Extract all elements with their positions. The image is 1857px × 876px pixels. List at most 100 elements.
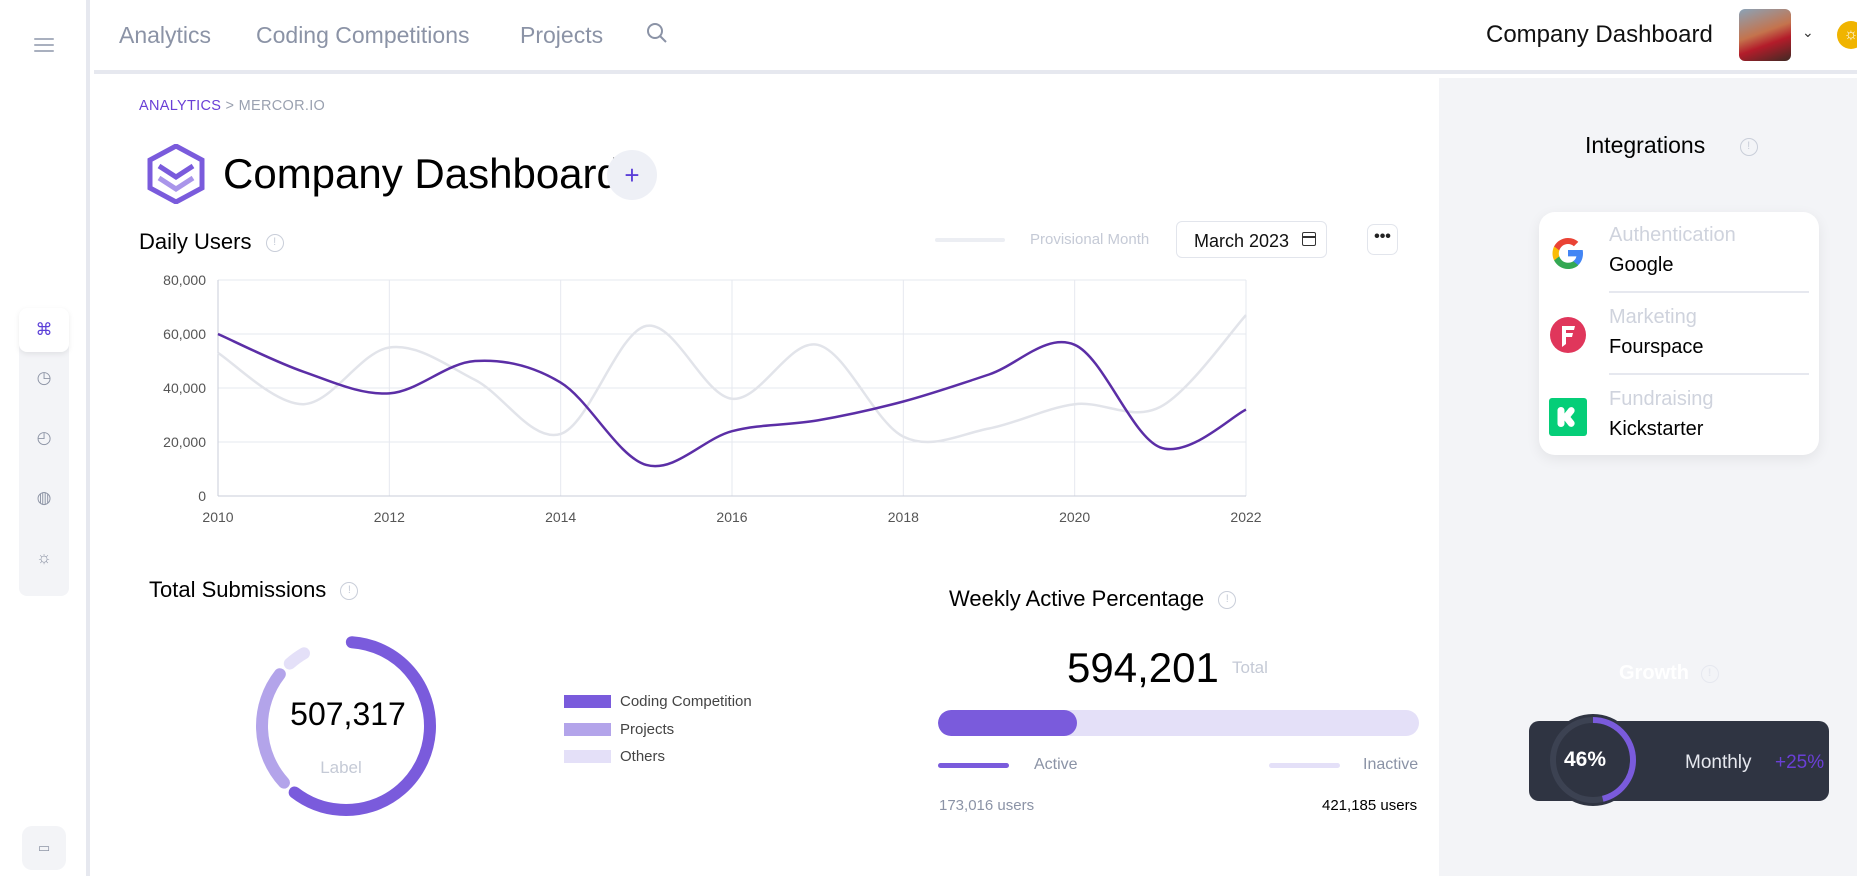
header-title: Company Dashboard (1486, 21, 1713, 48)
growth-ring-chart (1547, 714, 1639, 806)
weekly-total-label: Total (1232, 658, 1268, 677)
y-tick-label: 40,000 (163, 380, 206, 396)
info-icon[interactable]: ! (1700, 664, 1719, 683)
info-icon[interactable]: ! (340, 582, 359, 601)
total-submissions-title-text: Total Submissions (149, 577, 327, 602)
rail-nav-group: ⌘ ◷ ◴ ◍ ☼ (19, 308, 69, 596)
y-tick-label: 60,000 (163, 326, 206, 342)
weekly-active-title: Weekly Active Percentage ! (949, 586, 1237, 612)
calendar-icon (1302, 232, 1316, 246)
legend-label: Projects (620, 720, 675, 738)
info-icon[interactable]: ! (1218, 591, 1237, 610)
kickstarter-icon (1549, 398, 1587, 436)
submissions-donut-chart (256, 636, 436, 816)
provisional-legend-label: Provisional Month (1030, 231, 1150, 248)
active-progress-bar (938, 710, 1419, 736)
command-icon[interactable]: ⌘ (19, 308, 69, 352)
legend-label: Others (620, 748, 666, 766)
daily-users-line-chart: 0 20,000 40,000 60,000 80,000 2010 2012 2014 201… (163, 272, 1262, 525)
history-icon[interactable]: ◴ (36, 428, 52, 447)
add-button[interactable]: + (607, 150, 657, 200)
breadcrumb-page: MERCOR.IO (238, 98, 326, 114)
active-users-count: 173,016 users (939, 797, 1035, 814)
legend-label: Coding Competition (620, 693, 752, 711)
settings-sun-icon[interactable]: ☼ (36, 548, 52, 567)
avatar[interactable] (1739, 9, 1791, 61)
info-icon[interactable]: ! (1739, 137, 1758, 156)
integration-item-google[interactable]: Authentication Google (1539, 212, 1819, 294)
x-tick-label: 2016 (716, 509, 747, 525)
active-progress-fill (938, 710, 1078, 736)
left-rail: ⌘ ◷ ◴ ◍ ☼ ▭ (0, 0, 90, 876)
donut-segment (256, 636, 436, 816)
weekly-active-title-text: Weekly Active Percentage (949, 586, 1205, 611)
x-tick-label: 2018 (888, 509, 919, 525)
inactive-key-label: Inactive (1363, 756, 1419, 773)
top-nav-bar: Analytics Coding Competitions Projects C… (94, 0, 1857, 74)
active-key-label: Active (1034, 756, 1078, 773)
month-picker-value: March 2023 (1194, 231, 1290, 251)
theme-toggle-sun-icon[interactable]: ☼ (1837, 21, 1857, 49)
clock-icon[interactable]: ◷ (36, 368, 52, 387)
y-tick-label: 0 (198, 488, 206, 504)
x-tick-label: 2022 (1230, 509, 1261, 525)
more-options-button[interactable]: ••• (1367, 224, 1398, 255)
active-key-swatch (938, 763, 1009, 768)
page-title: Company Dashboard (223, 150, 620, 197)
breadcrumb-separator: > (221, 98, 239, 114)
total-submissions-title: Total Submissions ! (149, 577, 359, 603)
integrations-title-text: Integrations (1585, 132, 1706, 158)
integration-category: Marketing (1609, 306, 1697, 328)
growth-title-text: Growth (1619, 662, 1689, 684)
foursquare-icon (1550, 317, 1586, 353)
growth-period: Monthly (1685, 752, 1752, 773)
submissions-label: Label (320, 758, 362, 777)
x-tick-label: 2020 (1059, 509, 1090, 525)
integration-name: Kickstarter (1609, 418, 1704, 440)
nav-analytics[interactable]: Analytics (119, 22, 212, 48)
integration-item-fourspace[interactable]: Marketing Fourspace (1539, 294, 1819, 376)
chat-icon[interactable]: ▭ (22, 826, 66, 870)
daily-users-title-text: Daily Users (139, 229, 252, 254)
chevron-down-icon[interactable]: ⌄ (1802, 24, 1814, 40)
x-tick-label: 2014 (545, 509, 576, 525)
breadcrumb: ANALYTICS > MERCOR.IO (139, 98, 325, 114)
integration-item-kickstarter[interactable]: Fundraising Kickstarter (1539, 376, 1819, 458)
inactive-users-count: 421,185 users (1322, 797, 1418, 814)
growth-title: Growth ! (1619, 662, 1719, 685)
weekly-total-value: 594,201 (1067, 644, 1219, 691)
breadcrumb-section[interactable]: ANALYTICS (139, 98, 222, 114)
growth-ring-bg (1547, 714, 1639, 806)
series-line-provisional (217, 314, 1247, 444)
legend-swatch (564, 695, 611, 709)
hamburger-menu-icon[interactable] (34, 38, 54, 56)
series-line-daily-users (217, 332, 1247, 468)
growth-ring-arc (1550, 717, 1636, 803)
divider (1609, 291, 1809, 293)
nav-coding-competitions[interactable]: Coding Competitions (256, 22, 470, 48)
google-icon (1552, 238, 1583, 269)
divider (1609, 373, 1809, 375)
growth-percent: 46% (1563, 748, 1607, 771)
integration-name: Fourspace (1609, 336, 1704, 358)
y-tick-label: 20,000 (163, 434, 206, 450)
company-logo-icon (147, 144, 205, 204)
integration-category: Authentication (1609, 224, 1736, 246)
x-tick-label: 2012 (374, 509, 405, 525)
nav-projects[interactable]: Projects (520, 22, 604, 48)
integrations-title: Integrations ! (1585, 132, 1758, 159)
legend-swatch (564, 750, 611, 764)
donut-segment (256, 636, 436, 816)
submissions-legend: Coding Competition Projects Others (564, 688, 752, 771)
search-icon[interactable] (646, 22, 668, 44)
info-icon[interactable]: ! (265, 234, 284, 253)
month-picker[interactable]: March 2023 (1176, 221, 1327, 258)
integration-name: Google (1609, 254, 1674, 276)
legend-item: Coding Competition (564, 688, 752, 716)
provisional-legend-swatch (935, 238, 1005, 242)
x-tick-label: 2010 (202, 509, 233, 525)
inactive-key-swatch (1269, 763, 1340, 768)
globe-icon[interactable]: ◍ (36, 488, 52, 507)
submissions-total: 507,317 (290, 696, 406, 732)
legend-item: Projects (564, 716, 752, 744)
